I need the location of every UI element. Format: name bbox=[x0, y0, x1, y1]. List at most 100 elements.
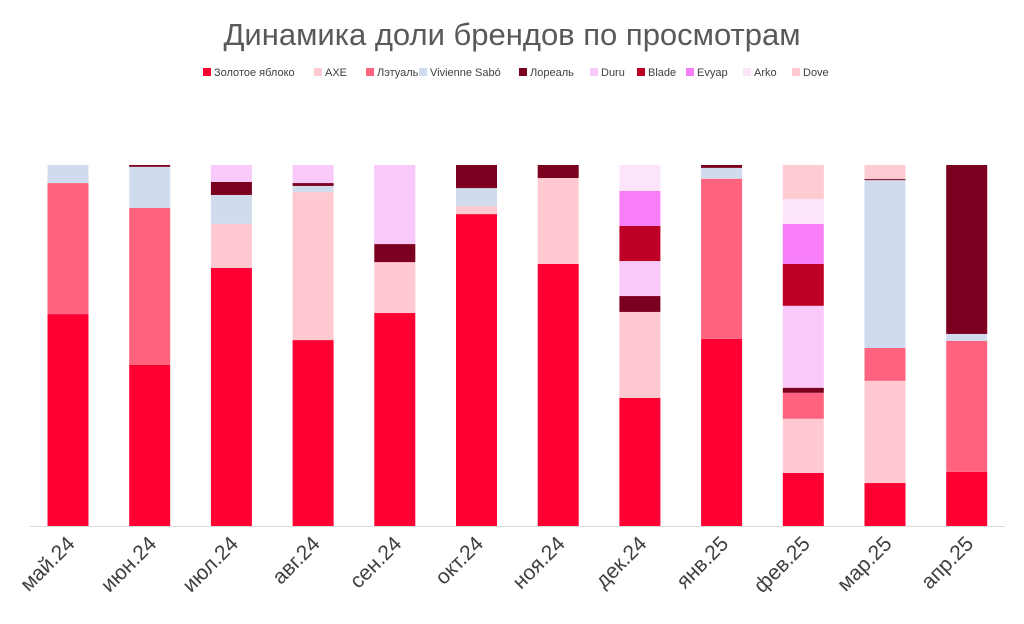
legend-item: Duru bbox=[590, 67, 625, 79]
bar-stack bbox=[701, 165, 743, 526]
bar-segment bbox=[619, 226, 661, 262]
bar-segment bbox=[946, 340, 988, 472]
legend-item: Arko bbox=[743, 67, 777, 79]
bar-segment bbox=[129, 166, 171, 208]
legend-swatch bbox=[314, 68, 322, 76]
bar-segment bbox=[292, 183, 334, 186]
bar-stack bbox=[374, 165, 416, 526]
bar-segment bbox=[619, 261, 661, 297]
chart-title: Динамика доли брендов по просмотрам bbox=[223, 17, 800, 52]
legend-label: Dove bbox=[803, 67, 829, 79]
legend-label: AXE bbox=[325, 67, 347, 79]
bar-segment bbox=[782, 223, 824, 264]
bar-segment bbox=[782, 392, 824, 419]
bars bbox=[47, 165, 988, 526]
bar-segment bbox=[47, 183, 89, 315]
legend-item: Vivienne Sabó bbox=[419, 67, 501, 79]
bar-segment bbox=[210, 223, 252, 268]
legend-swatch bbox=[419, 68, 427, 76]
bar-segment bbox=[210, 181, 252, 195]
legend-label: Лореаль bbox=[530, 67, 574, 79]
legend-swatch bbox=[637, 68, 645, 76]
bar-segment bbox=[619, 190, 661, 227]
bar-segment bbox=[292, 165, 334, 184]
bar-segment bbox=[619, 296, 661, 312]
legend-item: Лореаль bbox=[519, 67, 574, 79]
bar-stack bbox=[210, 165, 252, 526]
bar-segment bbox=[210, 267, 252, 526]
bar-segment bbox=[210, 194, 252, 224]
bar-segment bbox=[374, 165, 416, 245]
bar-segment bbox=[619, 397, 661, 526]
bar-segment bbox=[946, 471, 988, 526]
bar-segment bbox=[456, 206, 497, 215]
bar-segment bbox=[456, 214, 497, 526]
bar-stack bbox=[456, 165, 497, 526]
legend-swatch bbox=[366, 68, 374, 76]
bar-segment bbox=[782, 263, 824, 306]
x-tick-label: сен.24 bbox=[346, 532, 407, 593]
bar-stack bbox=[782, 165, 824, 526]
bar-segment bbox=[782, 418, 824, 473]
bar-segment bbox=[864, 483, 906, 526]
legend-swatch bbox=[203, 68, 211, 76]
bar-segment bbox=[782, 198, 824, 224]
bar-segment bbox=[782, 472, 824, 526]
bar-segment bbox=[619, 165, 661, 191]
bar-segment bbox=[292, 192, 334, 341]
bar-stack bbox=[864, 165, 906, 526]
bar-segment bbox=[701, 165, 743, 168]
x-tick-label: мар.25 bbox=[833, 532, 897, 596]
legend-label: Vivienne Sabó bbox=[430, 67, 501, 79]
bar-segment bbox=[946, 333, 988, 341]
bar-segment bbox=[292, 185, 334, 193]
bar-stack bbox=[47, 165, 89, 526]
bar-segment bbox=[782, 387, 824, 393]
bar-segment bbox=[374, 313, 416, 526]
bar-segment bbox=[864, 348, 906, 381]
bar-stack bbox=[292, 165, 334, 526]
bar-segment bbox=[292, 340, 334, 526]
x-tick-label: июн.24 bbox=[97, 532, 162, 597]
legend-item: Лэтуаль bbox=[366, 67, 419, 79]
legend-item: Золотое яблоко bbox=[203, 67, 295, 79]
legend-swatch bbox=[519, 68, 527, 76]
legend-item: Evyap bbox=[686, 67, 728, 79]
x-tick-label: окт.24 bbox=[431, 532, 488, 589]
bar-segment bbox=[864, 180, 906, 349]
legend-item: AXE bbox=[314, 67, 347, 79]
legend-item: Blade bbox=[637, 67, 676, 79]
bar-segment bbox=[537, 177, 579, 264]
bar-segment bbox=[701, 338, 743, 526]
x-tick-label: фев.25 bbox=[750, 532, 815, 597]
bar-stack bbox=[619, 165, 661, 526]
legend-label: Blade bbox=[648, 67, 676, 79]
bar-segment bbox=[864, 179, 906, 181]
x-tick-label: авг.24 bbox=[268, 532, 325, 589]
legend-item: Dove bbox=[792, 67, 829, 79]
bar-segment bbox=[537, 165, 579, 178]
legend-label: Лэтуаль bbox=[377, 67, 419, 79]
bar-segment bbox=[210, 165, 252, 182]
bar-segment bbox=[129, 165, 171, 167]
legend-swatch bbox=[792, 68, 800, 76]
x-tick-label: дек.24 bbox=[591, 532, 652, 593]
bar-stack bbox=[946, 165, 988, 526]
bar-segment bbox=[456, 188, 497, 207]
x-tick-label: апр.25 bbox=[917, 532, 978, 593]
bar-segment bbox=[374, 244, 416, 263]
legend-label: Arko bbox=[754, 67, 777, 79]
x-tick-labels: май.24 июн.24 июл.24 авг.24 сен.24 окт.24 ноя.… bbox=[16, 532, 978, 598]
bar-segment bbox=[456, 165, 497, 189]
bar-segment bbox=[537, 263, 579, 526]
x-tick-label: янв.25 bbox=[672, 532, 733, 593]
bar-segment bbox=[129, 207, 171, 365]
legend-swatch bbox=[686, 68, 694, 76]
legend-swatch bbox=[590, 68, 598, 76]
bar-segment bbox=[701, 167, 743, 179]
legend: Золотое яблоко AXE Лэтуаль Vivienne Sabó Лор… bbox=[203, 67, 829, 79]
bar-segment bbox=[782, 165, 824, 199]
bar-segment bbox=[129, 364, 171, 526]
bar-segment bbox=[946, 165, 988, 334]
bar-stack bbox=[129, 165, 171, 526]
